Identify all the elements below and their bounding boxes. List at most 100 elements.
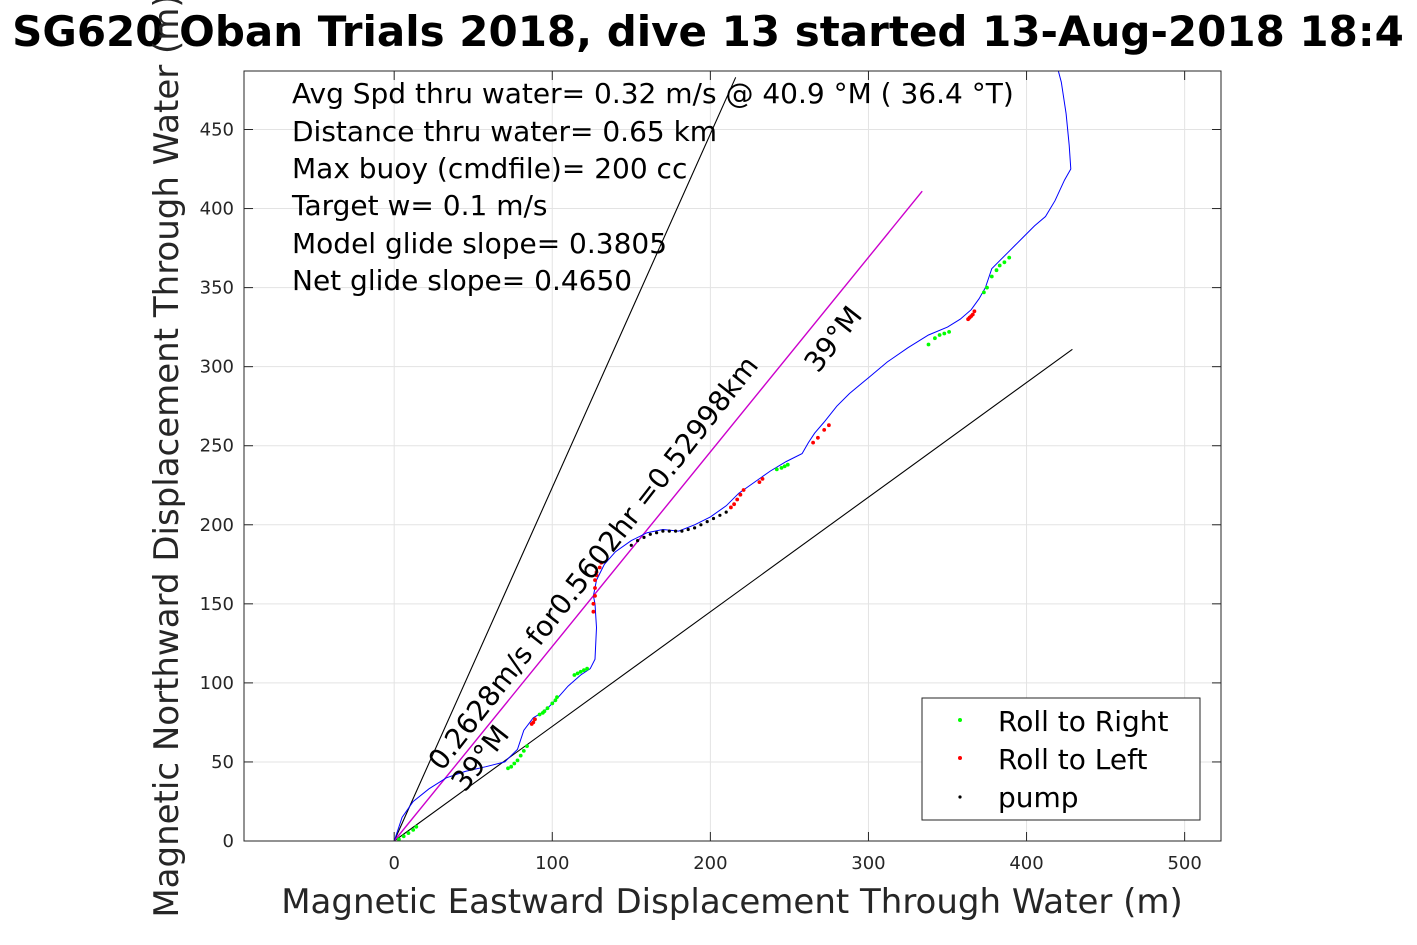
x-tick-label: 0 <box>388 853 399 874</box>
legend-label-pump: pump <box>998 781 1079 814</box>
y-tick-label: 100 <box>200 673 234 694</box>
roll-right-point <box>933 336 937 341</box>
x-tick-label: 400 <box>1009 853 1043 874</box>
pump-point <box>648 532 652 536</box>
roll-right-point <box>989 274 994 279</box>
info-distance: Distance thru water= 0.65 km <box>292 115 717 148</box>
pump-point <box>705 520 709 524</box>
roll-left-point <box>811 440 815 445</box>
plot-frame <box>243 70 1222 842</box>
roll-right-point <box>578 669 583 674</box>
x-tick-label: 100 <box>535 853 569 874</box>
roll-right-point <box>572 673 577 677</box>
pump-point <box>636 539 640 543</box>
roll-right-point <box>585 666 589 671</box>
roll-left-point <box>597 565 602 570</box>
roll-right-point <box>575 671 580 676</box>
roll-left-point <box>757 480 762 484</box>
roll-right-point <box>515 758 520 763</box>
roll-left-point <box>593 586 597 590</box>
y-tick-label: 450 <box>200 120 234 141</box>
roll-right-point <box>550 701 555 706</box>
y-tick-label: 350 <box>200 278 234 299</box>
info-block: Avg Spd thru water= 0.32 m/s @ 40.9 °M (… <box>291 77 1014 297</box>
y-tick-label: 200 <box>200 515 234 536</box>
roll-right-point <box>774 467 779 472</box>
y-tick-label: 0 <box>223 831 234 852</box>
y-tick-label: 150 <box>200 594 234 615</box>
roll-left-point <box>593 578 597 582</box>
roll-left-point <box>827 423 831 428</box>
roll-right-point <box>512 761 517 766</box>
roll-right-point <box>782 464 787 469</box>
pump-point <box>661 529 665 533</box>
roll-right-point <box>525 744 529 748</box>
roll-left-point <box>591 609 596 614</box>
roll-right-point <box>518 753 523 758</box>
pump-point <box>724 510 728 514</box>
info-net-glide: Net glide slope= 0.4650 <box>292 264 632 297</box>
info-avg-speed: Avg Spd thru water= 0.32 m/s @ 40.9 °M (… <box>292 77 1014 110</box>
info-max-buoy: Max buoy (cmdfile)= 200 cc <box>292 152 687 185</box>
roll-left-point <box>760 477 765 481</box>
series-group <box>393 71 1073 841</box>
roll-right-point <box>411 828 416 832</box>
roll-left-point <box>972 309 977 314</box>
roll-right-point <box>947 330 951 334</box>
roll-right-point <box>985 285 989 290</box>
roll-right-point <box>994 268 999 273</box>
roll-right-point <box>545 706 550 711</box>
pump-point <box>693 526 697 530</box>
roll-right-point <box>401 834 406 839</box>
pump-point <box>680 529 684 533</box>
legend-label-roll-right: Roll to Right <box>998 705 1169 738</box>
roll-left-point <box>738 492 743 497</box>
series-layer <box>393 71 1073 841</box>
legend: Roll to Right Roll to Left pump <box>921 697 1201 821</box>
roll-right-point <box>942 331 947 336</box>
x-tick-label: 300 <box>851 853 885 874</box>
roll-right-point <box>997 263 1002 268</box>
net-displacement-line <box>393 190 923 841</box>
pump-point <box>655 531 659 535</box>
roll-right-point <box>553 698 558 703</box>
legend-marker-roll-right <box>958 718 962 722</box>
grid <box>244 71 1221 842</box>
roll-right-point <box>779 466 784 470</box>
legend-box <box>921 697 1201 821</box>
roll-left-point <box>816 435 820 440</box>
y-axis-label: Magnetic Northward Displacement Through … <box>147 0 187 918</box>
chart-title: SG620 Oban Trials 2018, dive 13 started … <box>12 7 1404 56</box>
roll-right-point <box>537 712 542 717</box>
info-target-w: Target w= 0.1 m/s <box>291 189 548 222</box>
roll-right-point <box>982 290 986 295</box>
y-tick-label: 250 <box>200 436 234 457</box>
roll-left-point <box>593 594 597 598</box>
roll-left-point <box>729 505 733 510</box>
roll-left-point <box>533 717 537 722</box>
pump-point <box>711 516 716 521</box>
roll-right-point <box>555 695 559 699</box>
pump-point <box>674 529 678 533</box>
legend-label-roll-left: Roll to Left <box>998 743 1147 776</box>
roll-right-point <box>406 831 411 835</box>
roll-left-point <box>822 428 827 432</box>
roll-right-point <box>414 824 419 829</box>
plot-area: 0 100 200 300 400 500 0 50 100 150 200 250 300 350 400… <box>200 70 1222 874</box>
roll-right-point <box>1002 260 1007 265</box>
roll-right-point <box>1007 255 1012 260</box>
pump-point <box>642 535 646 540</box>
pump-point <box>699 523 703 527</box>
legend-marker-pump <box>958 795 962 799</box>
pump-point <box>686 527 690 532</box>
y-tick-label: 300 <box>200 357 234 378</box>
roll-right-point <box>397 837 401 841</box>
x-tick-label: 500 <box>1167 853 1201 874</box>
roll-right-point <box>542 709 547 714</box>
roll-left-point <box>970 312 975 317</box>
roll-left-point <box>531 720 536 725</box>
roll-right-point <box>785 462 790 467</box>
pump-point <box>629 543 633 547</box>
ticks: 0 100 200 300 400 500 0 50 100 150 200 250 300 350 400… <box>200 71 1221 874</box>
